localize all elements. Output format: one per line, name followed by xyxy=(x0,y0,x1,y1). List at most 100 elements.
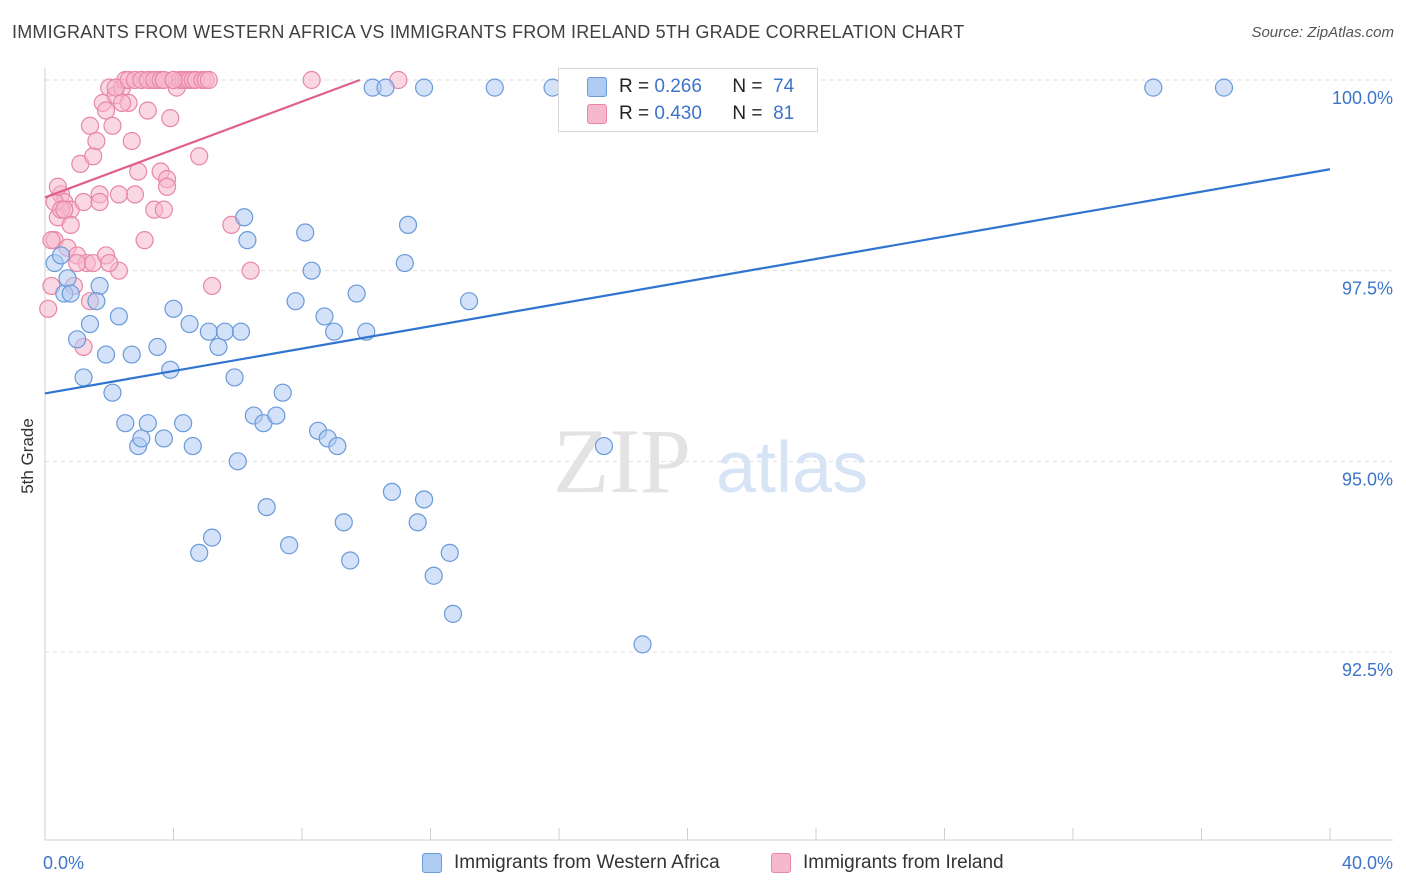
point-western-africa xyxy=(199,322,218,341)
point-ireland xyxy=(154,200,173,219)
y-tick-label: 95.0% xyxy=(1342,469,1393,489)
point-western-africa xyxy=(154,429,173,448)
point-western-africa xyxy=(273,383,292,402)
point-western-africa xyxy=(398,215,418,235)
legend-item-ireland[interactable]: Immigrants from Ireland xyxy=(771,852,1004,874)
point-western-africa xyxy=(90,276,109,296)
blue-swatch xyxy=(587,77,607,97)
stats-row-blue: R = 0.266 N = 74 xyxy=(559,74,794,100)
point-western-africa xyxy=(594,436,614,456)
point-ireland xyxy=(138,101,157,120)
stats-legend: R = 0.266 N = 74 R = 0.430 N = 81 xyxy=(558,68,818,132)
point-ireland xyxy=(80,116,100,135)
trend-line xyxy=(44,78,361,199)
x-tick-label: 0.0% xyxy=(43,853,84,873)
point-ireland xyxy=(109,185,128,204)
point-ireland xyxy=(84,147,103,166)
pink-n-value: 81 xyxy=(773,103,795,124)
pink-swatch xyxy=(587,104,607,124)
point-ireland xyxy=(164,70,183,90)
point-western-africa xyxy=(180,314,199,334)
point-western-africa xyxy=(257,497,276,517)
point-western-africa xyxy=(267,406,286,425)
grid-layer xyxy=(45,79,1392,653)
point-ireland xyxy=(112,93,132,112)
point-western-africa xyxy=(138,414,157,433)
point-western-africa xyxy=(238,231,257,250)
point-western-africa xyxy=(122,345,141,364)
point-western-africa xyxy=(148,337,167,357)
n-label: N = xyxy=(732,76,763,97)
series-western-africa-points xyxy=(45,78,1234,654)
point-ireland xyxy=(68,253,87,273)
point-western-africa xyxy=(315,307,334,326)
r-label: R = xyxy=(619,103,650,124)
blue-n-value: 74 xyxy=(773,76,795,97)
point-western-africa xyxy=(424,566,443,585)
point-western-africa xyxy=(202,528,222,547)
point-western-africa xyxy=(183,436,202,456)
point-ireland xyxy=(39,299,58,318)
point-ireland xyxy=(74,192,93,212)
point-ireland xyxy=(122,131,141,151)
point-western-africa xyxy=(286,292,305,311)
point-western-africa xyxy=(190,543,209,562)
point-western-africa xyxy=(1214,78,1234,97)
point-ireland xyxy=(125,185,145,204)
point-ireland xyxy=(302,70,321,90)
bottom-legend: Immigrants from Western Africa Immigrant… xyxy=(0,852,1406,876)
point-western-africa xyxy=(164,299,183,318)
n-label: N = xyxy=(732,103,763,124)
point-western-africa xyxy=(414,490,434,509)
point-western-africa xyxy=(68,330,87,349)
legend-swatch-blue xyxy=(422,853,442,873)
point-western-africa xyxy=(382,482,402,501)
point-western-africa xyxy=(231,322,251,341)
point-western-africa xyxy=(347,284,366,303)
point-ireland xyxy=(61,215,80,235)
point-western-africa xyxy=(228,452,247,471)
point-western-africa xyxy=(443,604,463,623)
y-tick-label: 92.5% xyxy=(1342,660,1393,680)
point-western-africa xyxy=(334,513,353,532)
legend-label-ireland: Immigrants from Ireland xyxy=(803,852,1004,873)
y-tick-label: 97.5% xyxy=(1342,279,1393,299)
trend-lines xyxy=(44,78,1331,395)
point-western-africa xyxy=(395,253,414,273)
point-ireland xyxy=(157,177,177,196)
series-ireland-points xyxy=(39,70,408,357)
point-ireland xyxy=(90,192,109,212)
point-western-africa xyxy=(103,383,122,402)
point-ireland xyxy=(190,147,209,166)
point-western-africa xyxy=(440,543,459,562)
point-western-africa xyxy=(80,314,100,334)
legend-label-western-africa: Immigrants from Western Africa xyxy=(454,852,720,873)
legend-item-western-africa[interactable]: Immigrants from Western Africa xyxy=(422,852,720,874)
pink-r-value: 0.430 xyxy=(654,103,702,124)
point-western-africa xyxy=(235,208,254,227)
point-western-africa xyxy=(58,269,77,288)
point-ireland xyxy=(103,116,122,135)
point-western-africa xyxy=(633,635,652,654)
blue-r-value: 0.266 xyxy=(654,76,702,97)
point-western-africa xyxy=(459,292,479,311)
point-western-africa xyxy=(109,307,128,326)
point-western-africa xyxy=(376,78,395,97)
point-ireland xyxy=(135,231,154,250)
point-western-africa xyxy=(51,246,71,265)
stats-row-pink: R = 0.430 N = 81 xyxy=(559,101,794,127)
point-western-africa xyxy=(116,414,135,433)
point-ireland xyxy=(87,131,106,151)
y-axis-label: 5th Grade xyxy=(18,418,37,494)
point-western-africa xyxy=(485,78,504,97)
point-western-africa xyxy=(209,337,228,357)
point-western-africa xyxy=(296,223,315,242)
point-western-africa xyxy=(341,551,360,570)
axis-layer xyxy=(44,68,1393,841)
point-western-africa xyxy=(96,345,116,364)
point-ireland xyxy=(202,276,222,296)
legend-swatch-pink xyxy=(771,853,791,873)
point-western-africa xyxy=(414,78,434,97)
watermark-zip: ZIP xyxy=(553,410,691,512)
